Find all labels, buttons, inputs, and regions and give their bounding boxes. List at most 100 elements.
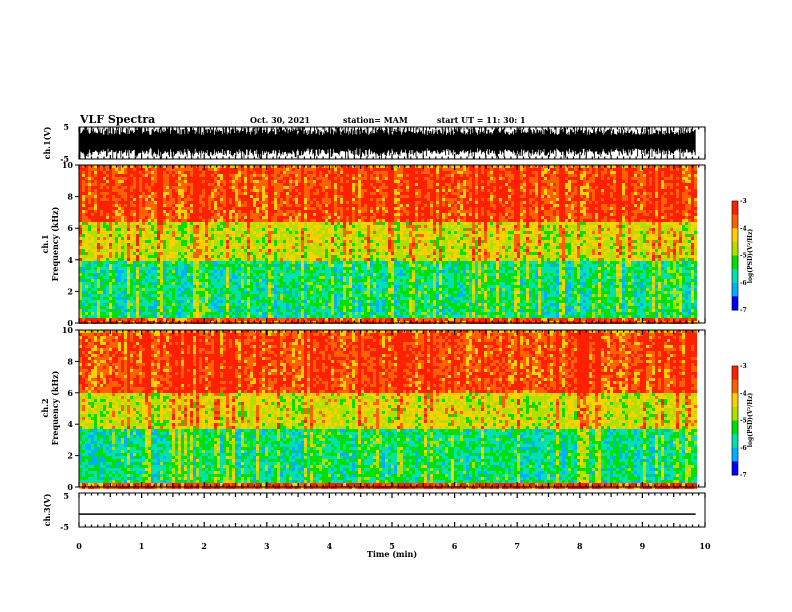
colorbar-segment	[732, 450, 738, 454]
colorbar-tick-label: -4	[740, 390, 747, 397]
figure-title: VLF Spectra	[79, 113, 155, 126]
time-tick-label: 0	[76, 541, 82, 551]
ch1-colorbar-label: log(PSD)(V²/Hz)	[747, 229, 754, 284]
colorbar-frame	[731, 200, 739, 311]
ch3-waveform-frame	[78, 492, 706, 528]
colorbar-segment	[732, 442, 738, 446]
colorbar-tick-label: -7	[740, 307, 747, 314]
ch1-colorbar: -3 -4 -5 -6 -7 log(PSD)(V²/Hz)	[731, 198, 754, 314]
colorbar-segment	[732, 211, 738, 216]
ch1-waveform-ytick-top: 5	[63, 122, 69, 132]
colorbar-segment	[732, 304, 738, 308]
colorbar-segment	[732, 417, 738, 421]
start-time-label: start UT = 11: 30: 1	[437, 115, 526, 125]
colorbar-segment	[732, 269, 738, 273]
colorbar-segment	[732, 406, 738, 411]
time-tick-marks	[78, 127, 706, 527]
colorbar-tick-label: -4	[740, 225, 747, 232]
colorbar-segment	[732, 241, 738, 246]
ch1-waveform-ylabel: ch.1(V)	[42, 126, 52, 159]
colorbar-segment	[732, 428, 738, 432]
colorbar-segment	[732, 230, 738, 235]
colorbar-segment	[732, 366, 738, 370]
colorbar-segment	[732, 371, 738, 375]
colorbar-segment	[732, 374, 738, 378]
ytick-label: 8	[67, 192, 73, 202]
time-tick-label: 3	[264, 541, 270, 551]
colorbar-segment	[732, 376, 738, 381]
colorbar-segment	[732, 409, 738, 413]
colorbar-segment	[732, 461, 738, 465]
colorbar-segment	[732, 288, 738, 292]
time-tick-label: 8	[577, 541, 583, 551]
colorbar-segment	[732, 247, 738, 251]
ytick-label: 0	[67, 482, 73, 492]
colorbar-segment	[732, 250, 738, 254]
colorbar-segment	[732, 222, 738, 227]
ch1-waveform-trace	[79, 127, 696, 159]
ch1-waveform-impulses	[79, 127, 696, 159]
ytick-label: 2	[67, 451, 73, 461]
ytick-label: 4	[67, 255, 73, 265]
colorbar-segment	[732, 271, 738, 276]
ch2-colorbar: -3 -4 -5 -6 -7 log(PSD)(V²/Hz)	[731, 363, 754, 479]
time-axis-ticks	[78, 127, 706, 527]
time-tick-label: 1	[139, 541, 145, 551]
colorbar-frame	[731, 365, 739, 476]
colorbar-segment	[732, 412, 738, 416]
time-axis-tick-labels: 0 1 2 3 4 5 6 7 8 9 10	[76, 541, 711, 551]
ytick-label: 8	[67, 356, 73, 366]
colorbar-segment	[732, 472, 738, 476]
colorbar-segment	[732, 434, 738, 438]
time-tick-label: 5	[389, 541, 395, 551]
ytick-label: 6	[67, 223, 73, 233]
colorbar-segment	[732, 203, 738, 207]
ytick-label: 4	[67, 419, 73, 429]
colorbar-segment	[732, 395, 738, 400]
colorbar-segment	[732, 263, 738, 267]
ch1-spectrogram-ylabel: Frequency (kHz)	[50, 206, 60, 281]
colorbar-segment	[732, 401, 738, 405]
colorbar-segment	[732, 368, 738, 372]
colorbar-tick-label: -6	[740, 445, 747, 452]
time-tick-label: 2	[201, 541, 207, 551]
colorbar-segment	[732, 282, 738, 286]
ch2-spectrogram-ylabel: Frequency (kHz)	[50, 370, 60, 445]
ch2-spectrogram-panel: ch.2 Frequency (kHz) 0 2 4 6 8 10	[40, 325, 706, 492]
colorbar-segment	[732, 387, 738, 392]
colorbar-tick-label: -3	[740, 198, 747, 205]
colorbar-segment	[732, 398, 738, 402]
ch3-waveform-panel: ch.3(V) 5 -5	[42, 491, 706, 532]
colorbar-segment	[732, 382, 738, 386]
colorbar-segment	[732, 293, 738, 297]
date-label: Oct. 30, 2021	[250, 115, 310, 125]
colorbar-segment	[732, 296, 738, 300]
colorbar-segment	[732, 290, 738, 295]
colorbar-segment	[732, 447, 738, 451]
colorbar-segment	[732, 228, 738, 232]
ch3-waveform-ytick-bottom: -5	[60, 522, 69, 532]
ch1-spectrogram-yticks: 0 2 4 6 8 10	[62, 160, 79, 328]
ch2-spectrogram-yticks: 0 2 4 6 8 10	[62, 325, 79, 492]
colorbar-segment	[732, 469, 738, 473]
colorbar-segment	[732, 244, 738, 248]
colorbar-segment	[732, 285, 738, 289]
ch3-waveform-ylabel: ch.3(V)	[42, 493, 52, 526]
colorbar-tick-label: -3	[740, 363, 747, 370]
colorbar-segment	[732, 220, 738, 224]
colorbar-segment	[732, 379, 738, 383]
time-tick-label: 7	[514, 541, 520, 551]
colorbar-segment	[732, 260, 738, 265]
colorbar-segment	[732, 252, 738, 256]
ch2-colorbar-label: log(PSD)(V²/Hz)	[747, 393, 754, 448]
time-tick-label: 6	[452, 541, 458, 551]
time-tick-label: 4	[327, 541, 333, 551]
colorbar-segment	[732, 423, 738, 427]
time-tick-label: 9	[640, 541, 646, 551]
colorbar-segment	[732, 393, 738, 397]
colorbar-segment	[732, 280, 738, 284]
colorbar-segment	[732, 201, 738, 205]
time-tick-label: 10	[699, 541, 711, 551]
colorbar-segment	[732, 274, 738, 278]
colorbar-segment	[732, 431, 738, 435]
